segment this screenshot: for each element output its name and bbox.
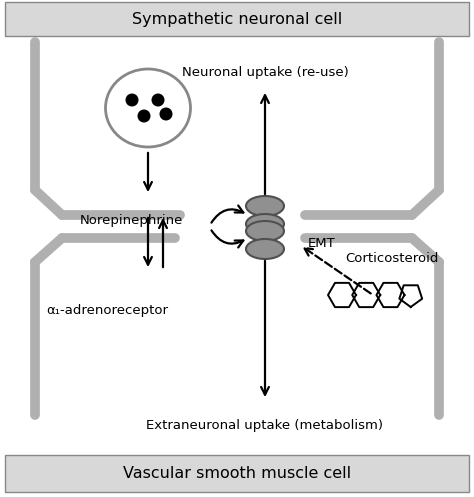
Text: Neuronal uptake (re-use): Neuronal uptake (re-use)	[182, 66, 348, 79]
Text: Norepinephrine: Norepinephrine	[80, 214, 183, 227]
Ellipse shape	[159, 107, 173, 120]
Ellipse shape	[246, 214, 284, 234]
Text: EMT: EMT	[308, 237, 336, 249]
Ellipse shape	[106, 69, 191, 147]
Text: Corticosteroid: Corticosteroid	[346, 251, 439, 264]
Text: Sympathetic neuronal cell: Sympathetic neuronal cell	[132, 11, 342, 26]
Ellipse shape	[246, 221, 284, 241]
Ellipse shape	[246, 239, 284, 259]
Text: Vascular smooth muscle cell: Vascular smooth muscle cell	[123, 466, 351, 481]
Ellipse shape	[152, 93, 164, 106]
Ellipse shape	[137, 109, 151, 122]
Ellipse shape	[246, 196, 284, 216]
Bar	[5, 2, 469, 36]
Text: α₁-adrenoreceptor: α₁-adrenoreceptor	[46, 304, 168, 317]
Text: Extraneuronal uptake (metabolism): Extraneuronal uptake (metabolism)	[146, 418, 383, 431]
Ellipse shape	[126, 93, 138, 106]
Bar	[5, 455, 469, 492]
